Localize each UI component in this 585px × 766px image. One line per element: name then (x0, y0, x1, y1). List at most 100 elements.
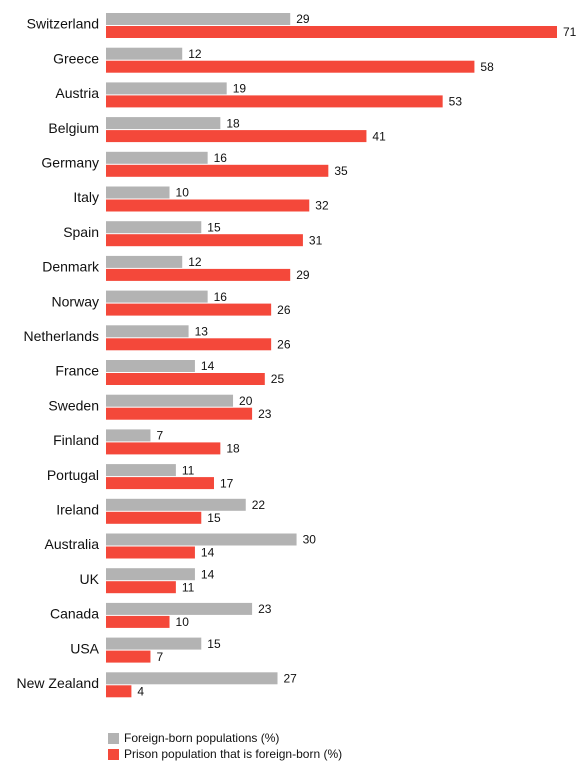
value-label: 18 (226, 442, 240, 456)
value-label: 25 (271, 372, 285, 386)
bar (106, 429, 151, 442)
value-label: 15 (207, 511, 221, 525)
bar (106, 95, 443, 108)
value-label: 23 (258, 602, 272, 616)
category-label: Ireland (56, 502, 99, 518)
legend-swatch (108, 749, 119, 760)
category-label: Switzerland (27, 16, 99, 32)
bar (106, 234, 303, 247)
bar (106, 360, 195, 372)
value-label: 22 (252, 498, 266, 512)
value-label: 19 (233, 82, 247, 96)
value-label: 14 (201, 359, 215, 373)
value-label: 26 (277, 337, 291, 351)
value-label: 11 (182, 463, 195, 477)
value-label: 29 (296, 268, 310, 282)
bar (106, 338, 272, 351)
bar (106, 477, 214, 490)
category-label: New Zealand (17, 675, 100, 691)
value-label: 12 (188, 255, 202, 269)
value-label: 35 (334, 164, 348, 178)
bar (106, 186, 170, 199)
bar (106, 47, 183, 60)
value-label: 23 (258, 407, 272, 421)
bar (106, 615, 170, 628)
category-label: Greece (53, 50, 99, 66)
bar (106, 442, 221, 455)
value-label: 7 (156, 650, 163, 664)
category-label: Austria (55, 85, 99, 101)
value-label: 71 (563, 25, 577, 39)
bar (106, 650, 151, 663)
value-label: 53 (449, 95, 463, 109)
bar (106, 637, 202, 650)
bar (106, 325, 189, 338)
value-label: 10 (176, 186, 190, 200)
value-label: 7 (156, 429, 163, 443)
value-label: 14 (201, 567, 215, 581)
category-label: USA (70, 640, 99, 656)
bar (106, 26, 557, 38)
category-label: Italy (73, 189, 99, 205)
bar (106, 685, 132, 698)
legend-swatch (108, 733, 119, 744)
bar (106, 82, 227, 95)
value-label: 10 (176, 615, 190, 629)
category-label: Portugal (47, 467, 99, 483)
category-label: France (55, 363, 99, 379)
value-label: 29 (296, 12, 310, 26)
legend-label: Prison population that is foreign-born (… (124, 747, 342, 761)
bar (106, 164, 329, 177)
value-label: 32 (315, 199, 329, 213)
legend-label: Foreign-born populations (%) (124, 731, 279, 745)
bar (106, 511, 202, 524)
category-label: Belgium (48, 120, 99, 136)
bar (106, 533, 297, 546)
value-label: 4 (137, 684, 144, 698)
bar (106, 672, 278, 685)
bar (106, 568, 195, 581)
bar (106, 394, 234, 407)
bar (106, 602, 253, 615)
bar (106, 60, 475, 73)
bar (106, 373, 265, 385)
category-label: Denmark (42, 259, 100, 275)
value-label: 58 (480, 60, 494, 74)
bar (106, 303, 272, 316)
category-label: Norway (52, 293, 99, 309)
value-label: 11 (182, 580, 195, 594)
value-label: 20 (239, 394, 253, 408)
value-label: 17 (220, 476, 234, 490)
value-label: 31 (309, 233, 323, 247)
category-label: UK (80, 571, 100, 587)
value-label: 30 (303, 533, 317, 547)
bar (106, 268, 291, 281)
category-label: Sweden (48, 397, 99, 413)
category-label: Netherlands (24, 328, 100, 344)
bar (106, 199, 310, 212)
bar (106, 151, 208, 164)
value-label: 13 (195, 324, 209, 338)
category-label: Spain (63, 224, 99, 240)
bar (106, 13, 291, 25)
value-label: 15 (207, 637, 221, 651)
bar (106, 581, 176, 594)
bar (106, 221, 202, 234)
category-label: Finland (53, 432, 99, 448)
value-label: 14 (201, 546, 215, 560)
value-label: 16 (214, 151, 228, 165)
bar (106, 407, 253, 420)
value-label: 27 (284, 671, 298, 685)
bar (106, 255, 183, 268)
value-label: 12 (188, 47, 202, 61)
value-label: 16 (214, 290, 228, 304)
bar (106, 546, 195, 559)
value-label: 41 (372, 129, 386, 143)
bar (106, 464, 176, 477)
bar (106, 290, 208, 303)
category-label: Germany (41, 155, 99, 171)
bar (106, 130, 367, 143)
value-label: 18 (226, 116, 240, 130)
bar (106, 117, 221, 130)
